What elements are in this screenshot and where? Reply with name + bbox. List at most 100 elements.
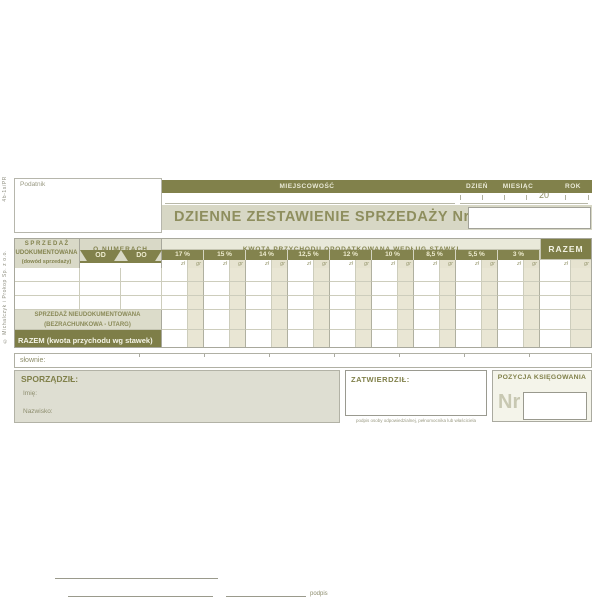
amount-gr-cell[interactable] <box>524 268 540 282</box>
amount-gr-cell[interactable] <box>314 282 330 296</box>
amount-gr-cell[interactable] <box>524 310 540 330</box>
amount-zl-cell[interactable] <box>372 310 398 330</box>
amount-gr-cell[interactable] <box>571 282 592 296</box>
amount-zl-cell[interactable] <box>330 330 356 348</box>
amount-zl-cell[interactable] <box>162 330 188 348</box>
prepared-signature-line[interactable] <box>226 595 306 597</box>
amount-gr-cell[interactable] <box>188 268 204 282</box>
amount-zl-cell[interactable] <box>456 296 482 310</box>
last-name-field[interactable] <box>68 595 213 597</box>
amount-zl-cell[interactable] <box>330 310 356 330</box>
amount-zl-cell[interactable] <box>372 282 398 296</box>
amount-gr-cell[interactable] <box>356 296 372 310</box>
amount-zl-cell[interactable] <box>288 296 314 310</box>
date-write-line[interactable] <box>460 199 588 204</box>
amount-zl-cell[interactable] <box>372 268 398 282</box>
amount-zl-cell[interactable] <box>246 330 272 348</box>
amounts-body[interactable] <box>162 268 592 348</box>
amount-gr-cell[interactable] <box>398 282 414 296</box>
amount-zl-cell[interactable] <box>246 310 272 330</box>
amount-gr-cell[interactable] <box>524 296 540 310</box>
amount-gr-cell[interactable] <box>272 310 288 330</box>
amount-zl-cell[interactable] <box>162 282 188 296</box>
documents-row[interactable] <box>14 296 162 310</box>
amount-gr-cell[interactable] <box>524 330 540 348</box>
amount-zl-cell[interactable] <box>204 282 230 296</box>
amount-zl-cell[interactable] <box>414 296 440 310</box>
amount-zl-cell[interactable] <box>288 268 314 282</box>
amount-gr-cell[interactable] <box>482 268 498 282</box>
amount-gr-cell[interactable] <box>398 296 414 310</box>
amount-gr-cell[interactable] <box>230 296 246 310</box>
amount-zl-cell[interactable] <box>456 330 482 348</box>
amount-zl-cell[interactable] <box>540 310 571 330</box>
amounts-row[interactable] <box>162 310 592 330</box>
amount-zl-cell[interactable] <box>162 310 188 330</box>
form-number-field[interactable] <box>468 207 591 229</box>
first-name-field[interactable] <box>55 577 218 579</box>
amount-gr-cell[interactable] <box>188 330 204 348</box>
amount-gr-cell[interactable] <box>398 310 414 330</box>
amount-zl-cell[interactable] <box>414 310 440 330</box>
amount-zl-cell[interactable] <box>540 282 571 296</box>
document-cell[interactable] <box>14 296 80 310</box>
od-cell[interactable] <box>80 296 121 310</box>
amount-zl-cell[interactable] <box>498 268 524 282</box>
amount-zl-cell[interactable] <box>540 296 571 310</box>
amount-gr-cell[interactable] <box>440 330 456 348</box>
amount-zl-cell[interactable] <box>456 310 482 330</box>
documents-row[interactable] <box>14 268 162 282</box>
amount-zl-cell[interactable] <box>414 282 440 296</box>
amounts-row[interactable] <box>162 296 592 310</box>
do-cell[interactable] <box>121 268 162 282</box>
amount-gr-cell[interactable] <box>571 268 592 282</box>
amount-gr-cell[interactable] <box>314 330 330 348</box>
amount-gr-cell[interactable] <box>524 282 540 296</box>
amount-zl-cell[interactable] <box>204 330 230 348</box>
amount-zl-cell[interactable] <box>498 310 524 330</box>
city-write-line[interactable] <box>165 199 455 204</box>
amount-zl-cell[interactable] <box>498 296 524 310</box>
amount-zl-cell[interactable] <box>540 330 571 348</box>
amount-gr-cell[interactable] <box>356 310 372 330</box>
amount-gr-cell[interactable] <box>482 282 498 296</box>
amount-gr-cell[interactable] <box>314 296 330 310</box>
amount-zl-cell[interactable] <box>204 310 230 330</box>
amounts-row[interactable] <box>162 330 592 348</box>
amount-zl-cell[interactable] <box>246 296 272 310</box>
amount-zl-cell[interactable] <box>330 268 356 282</box>
documents-row[interactable] <box>14 282 162 296</box>
amount-zl-cell[interactable] <box>162 268 188 282</box>
amount-zl-cell[interactable] <box>498 330 524 348</box>
amount-zl-cell[interactable] <box>414 330 440 348</box>
approved-by-box[interactable]: ZATWIERDZIŁ: <box>345 370 487 416</box>
amount-gr-cell[interactable] <box>440 268 456 282</box>
amount-gr-cell[interactable] <box>398 330 414 348</box>
amount-gr-cell[interactable] <box>272 268 288 282</box>
amount-gr-cell[interactable] <box>440 310 456 330</box>
amounts-row[interactable] <box>162 268 592 282</box>
amount-gr-cell[interactable] <box>356 282 372 296</box>
amount-gr-cell[interactable] <box>571 330 592 348</box>
amount-gr-cell[interactable] <box>230 310 246 330</box>
amount-gr-cell[interactable] <box>188 296 204 310</box>
document-cell[interactable] <box>14 282 80 296</box>
amount-zl-cell[interactable] <box>456 282 482 296</box>
amount-zl-cell[interactable] <box>246 282 272 296</box>
amount-zl-cell[interactable] <box>162 296 188 310</box>
amount-gr-cell[interactable] <box>356 330 372 348</box>
do-cell[interactable] <box>121 282 162 296</box>
amount-zl-cell[interactable] <box>330 282 356 296</box>
amount-zl-cell[interactable] <box>288 330 314 348</box>
amount-gr-cell[interactable] <box>272 330 288 348</box>
amount-zl-cell[interactable] <box>498 282 524 296</box>
do-cell[interactable] <box>121 296 162 310</box>
amount-gr-cell[interactable] <box>398 268 414 282</box>
amount-gr-cell[interactable] <box>272 282 288 296</box>
amount-gr-cell[interactable] <box>230 330 246 348</box>
documents-body[interactable] <box>14 268 162 310</box>
amount-zl-cell[interactable] <box>540 268 571 282</box>
amounts-row[interactable] <box>162 282 592 296</box>
amount-gr-cell[interactable] <box>230 268 246 282</box>
taxpayer-box[interactable]: Podatnik <box>14 178 162 233</box>
